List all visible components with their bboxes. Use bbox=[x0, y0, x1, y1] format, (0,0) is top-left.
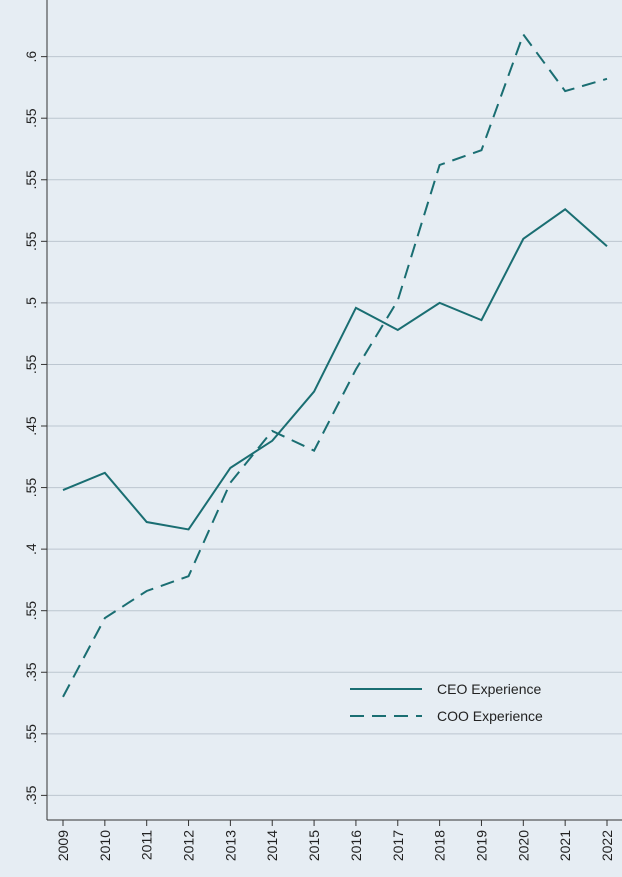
y-tick-label: .45 bbox=[23, 416, 39, 436]
x-tick-label: 2016 bbox=[348, 830, 364, 861]
x-tick-label: 2022 bbox=[599, 830, 615, 861]
legend-label: COO Experience bbox=[437, 708, 543, 724]
legend-label: CEO Experience bbox=[437, 681, 541, 697]
x-tick-label: 2018 bbox=[432, 830, 448, 861]
y-tick-label: .55 bbox=[23, 170, 39, 190]
x-tick-label: 2015 bbox=[306, 830, 322, 861]
y-tick-label: .55 bbox=[23, 478, 39, 498]
x-tick-label: 2010 bbox=[97, 830, 113, 861]
x-tick-label: 2021 bbox=[557, 830, 573, 861]
x-tick-label: 2019 bbox=[473, 830, 489, 861]
line-series bbox=[62, 208, 608, 531]
y-tick-label: .4 bbox=[23, 543, 39, 555]
x-tick-label: 2013 bbox=[222, 830, 238, 861]
line-series bbox=[62, 32, 608, 698]
x-tick-label: 2020 bbox=[515, 830, 531, 861]
y-tick-label: .55 bbox=[23, 724, 39, 744]
x-tick-label: 2012 bbox=[181, 830, 197, 861]
y-tick-label: .55 bbox=[23, 231, 39, 251]
y-tick-label: .5 bbox=[23, 297, 39, 309]
x-tick-label: 2017 bbox=[390, 830, 406, 861]
y-tick-label: .55 bbox=[23, 601, 39, 621]
y-tick-label: .6 bbox=[23, 51, 39, 63]
y-tick-label: .55 bbox=[23, 355, 39, 375]
y-tick-label: .35 bbox=[23, 662, 39, 682]
x-tick-label: 2011 bbox=[139, 830, 155, 860]
y-tick-label: .55 bbox=[23, 108, 39, 128]
y-tick-label: .35 bbox=[23, 785, 39, 805]
x-tick-label: 2009 bbox=[55, 830, 71, 861]
x-tick-label: 2014 bbox=[264, 830, 280, 861]
